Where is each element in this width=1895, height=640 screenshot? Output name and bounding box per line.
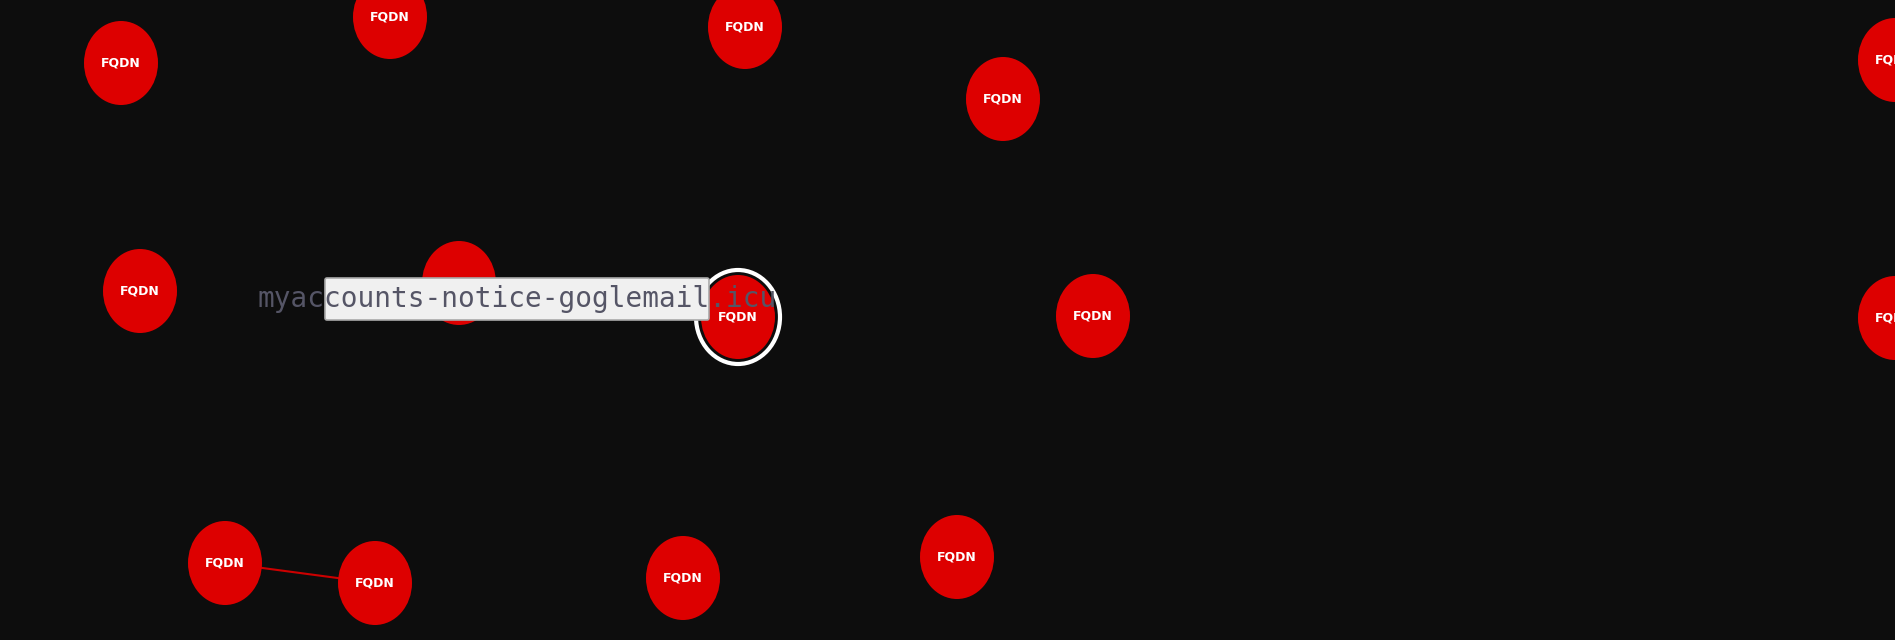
Text: myaccounts-notice-goglemail.icu: myaccounts-notice-goglemail.icu [258, 285, 777, 313]
Ellipse shape [1056, 274, 1129, 358]
Ellipse shape [701, 275, 775, 359]
Ellipse shape [709, 0, 783, 69]
Text: FQDN: FQDN [205, 557, 244, 570]
Text: FQDN: FQDN [1876, 54, 1895, 67]
Ellipse shape [1857, 18, 1895, 102]
Text: FQDN: FQDN [370, 10, 409, 24]
Ellipse shape [83, 21, 157, 105]
FancyBboxPatch shape [326, 278, 709, 320]
Text: FQDN: FQDN [440, 276, 479, 289]
Text: FQDN: FQDN [726, 20, 766, 33]
Ellipse shape [337, 541, 411, 625]
Ellipse shape [188, 521, 262, 605]
Text: FQDN: FQDN [938, 550, 978, 563]
Text: FQDN: FQDN [354, 577, 394, 589]
Ellipse shape [352, 0, 426, 59]
Text: FQDN: FQDN [100, 56, 140, 70]
Text: FQDN: FQDN [1876, 312, 1895, 324]
Text: FQDN: FQDN [1073, 310, 1112, 323]
Ellipse shape [102, 249, 176, 333]
Text: FQDN: FQDN [119, 285, 159, 298]
Ellipse shape [919, 515, 995, 599]
Text: FQDN: FQDN [984, 93, 1023, 106]
Ellipse shape [966, 57, 1040, 141]
Ellipse shape [423, 241, 496, 325]
Ellipse shape [1857, 276, 1895, 360]
Text: FQDN: FQDN [718, 310, 758, 323]
Ellipse shape [646, 536, 720, 620]
Text: FQDN: FQDN [663, 572, 703, 584]
